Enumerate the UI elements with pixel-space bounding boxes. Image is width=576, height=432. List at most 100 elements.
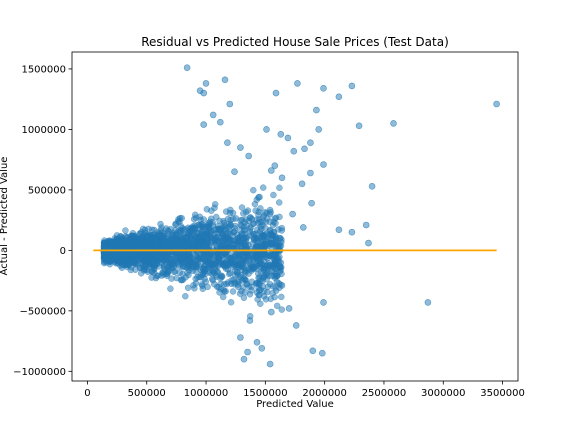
data-point: [284, 134, 292, 142]
cloud-point: [163, 263, 171, 271]
data-point: [290, 147, 298, 155]
cloud-point: [204, 283, 211, 291]
data-point: [313, 106, 320, 114]
cloud-point: [179, 233, 187, 240]
cloud-point: [182, 292, 189, 300]
cloud-point: [264, 288, 271, 296]
cloud-point: [227, 299, 235, 306]
cloud-point: [268, 240, 275, 247]
data-point: [292, 322, 300, 329]
cloud-point: [184, 284, 192, 292]
cloud-point: [255, 243, 262, 251]
cloud-point: [260, 232, 268, 240]
cloud-point: [246, 260, 254, 268]
cloud-point: [272, 287, 280, 294]
y-tick-label: −500000: [19, 306, 66, 317]
data-point: [266, 360, 274, 368]
plot-area: [93, 64, 500, 368]
data-point: [390, 120, 397, 127]
cloud-point: [226, 269, 234, 277]
data-point: [362, 221, 370, 229]
cloud-point: [277, 234, 284, 242]
data-point: [348, 228, 356, 236]
cloud-point: [215, 255, 223, 262]
cloud-point: [260, 264, 267, 272]
cloud-point: [192, 225, 199, 232]
data-point: [256, 193, 263, 201]
cloud-point: [213, 273, 220, 280]
cloud-point: [148, 226, 156, 234]
data-point: [202, 80, 210, 87]
cloud-point: [202, 239, 209, 247]
cloud-point: [122, 227, 129, 234]
data-point: [308, 199, 315, 207]
cloud-point: [158, 224, 165, 231]
data-point: [277, 131, 285, 138]
cloud-point: [221, 222, 228, 229]
data-point: [320, 299, 327, 306]
data-point: [258, 344, 266, 352]
cloud-point: [149, 268, 156, 275]
cloud-point: [221, 260, 229, 267]
data-point: [231, 168, 238, 175]
cloud-point: [237, 221, 244, 229]
y-axis-label: Actual - Predicted Value: [0, 157, 10, 276]
cloud-point: [266, 281, 274, 288]
cloud-point: [226, 209, 234, 217]
cloud-point: [247, 232, 254, 239]
cloud-point: [192, 214, 200, 221]
cloud-point: [164, 227, 172, 234]
cloud-point: [204, 261, 212, 268]
cloud-point: [100, 243, 108, 250]
cloud-point: [245, 217, 253, 225]
cloud-point: [167, 285, 174, 292]
cloud-point: [275, 226, 282, 233]
cloud-point: [195, 229, 202, 237]
x-tick-label: 1000000: [184, 388, 229, 399]
chart-title: Residual vs Predicted House Sale Prices …: [141, 35, 449, 49]
data-point: [320, 161, 327, 168]
data-point: [335, 93, 343, 101]
cloud-point: [267, 209, 274, 216]
cloud-point: [259, 250, 267, 258]
plot-frame: [71, 51, 519, 382]
cloud-point: [244, 207, 252, 214]
cloud-point: [170, 268, 178, 276]
data-point: [237, 144, 244, 151]
cloud-point: [277, 259, 285, 266]
cloud-point: [194, 256, 201, 264]
data-point: [240, 355, 248, 363]
data-point: [294, 80, 301, 87]
cloud-point: [155, 231, 163, 238]
cloud-point: [272, 219, 279, 227]
cloud-point: [176, 263, 183, 270]
cloud-point: [148, 274, 155, 281]
cloud-point: [168, 275, 175, 282]
data-point: [271, 162, 279, 169]
cloud-point: [118, 234, 126, 241]
cloud-point: [170, 262, 178, 269]
cloud-point: [237, 251, 244, 258]
cloud-point: [108, 238, 116, 245]
data-point: [335, 226, 343, 234]
cloud-point: [278, 306, 286, 313]
cloud-point: [120, 257, 128, 265]
cloud-point: [245, 253, 252, 260]
cloud-point: [132, 260, 139, 268]
cloud-point: [130, 232, 138, 240]
cloud-point: [198, 281, 206, 288]
cloud-point: [207, 215, 215, 223]
cloud-point: [266, 252, 273, 259]
cloud-point: [262, 241, 270, 249]
data-point: [183, 64, 191, 71]
dense-point-cloud: [100, 184, 286, 320]
data-point: [299, 224, 307, 231]
x-axis-label: Predicted Value: [256, 399, 334, 410]
cloud-point: [238, 266, 246, 273]
cloud-point: [132, 266, 139, 273]
data-point: [200, 121, 207, 128]
cloud-point: [152, 243, 159, 250]
cloud-point: [211, 201, 219, 208]
cloud-point: [172, 220, 180, 227]
